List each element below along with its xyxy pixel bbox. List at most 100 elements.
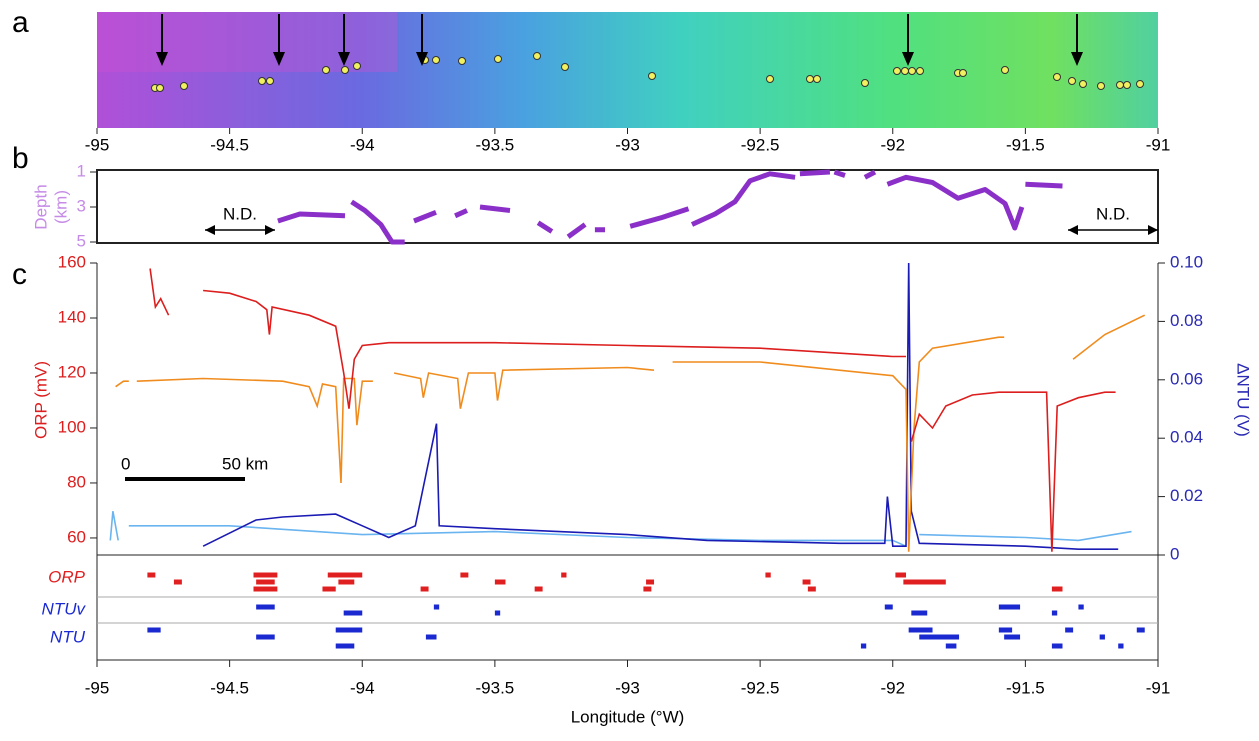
event-segment	[434, 605, 439, 610]
event-segment	[1065, 628, 1073, 633]
annotation: 0	[121, 454, 130, 473]
annotation: 50 km	[222, 454, 268, 473]
sample-site	[1117, 82, 1124, 89]
x-tick-label: -93	[615, 678, 640, 697]
sample-site	[902, 68, 909, 75]
x-tick-label: -94	[350, 678, 375, 697]
sample-site	[814, 76, 821, 83]
event-segment	[946, 644, 957, 649]
sample-site	[1124, 82, 1131, 89]
x-tick-label: -95	[85, 678, 110, 697]
sample-site	[181, 83, 188, 90]
event-segment	[421, 587, 429, 592]
event-segment	[895, 573, 906, 578]
event-segment	[909, 628, 933, 633]
sample-site	[267, 78, 274, 85]
sample-site	[1137, 81, 1144, 88]
x-tick-label: -93.5	[476, 678, 515, 697]
event-segment	[338, 580, 354, 585]
event-segment	[1118, 644, 1123, 649]
event-segment	[999, 628, 1012, 633]
y-tick-label: 100	[58, 417, 86, 436]
y-tick-label: 5	[77, 231, 86, 250]
event-segment	[765, 573, 770, 578]
event-segment	[495, 611, 500, 616]
y-tick-label: 80	[67, 472, 86, 491]
event-segment	[803, 580, 811, 585]
event-segment	[253, 587, 277, 592]
sample-site	[459, 58, 466, 65]
event-segment	[256, 635, 275, 640]
y2-tick-label: 0.04	[1170, 428, 1203, 447]
sample-site	[259, 78, 266, 85]
series-line	[203, 263, 1118, 549]
sample-site	[323, 67, 330, 74]
event-segment	[336, 644, 355, 649]
event-segment	[426, 635, 437, 640]
panel-label: b	[12, 142, 29, 175]
sample-site	[862, 80, 869, 87]
event-segment	[147, 628, 160, 633]
sample-site	[354, 63, 361, 70]
y-axis-label: ORP (mV)	[31, 361, 50, 439]
sample-site	[562, 64, 569, 71]
series-line	[116, 315, 1145, 552]
sample-site	[894, 68, 901, 75]
x-tick-label: -92	[880, 135, 905, 154]
event-segment	[999, 605, 1020, 610]
sample-site	[917, 68, 924, 75]
sample-site	[1069, 78, 1076, 85]
y2-tick-label: 0.10	[1170, 252, 1203, 271]
sample-site	[767, 76, 774, 83]
event-segment	[256, 580, 275, 585]
page: a b c -95-94.5-94-93.5-93-92.5-92-91.5-9…	[0, 0, 1259, 741]
event-segment	[561, 573, 566, 578]
y-tick-label: 120	[58, 362, 86, 381]
event-segment	[147, 573, 155, 578]
annotation: N.D.	[223, 204, 257, 223]
y-tick-label: 1	[77, 161, 86, 180]
depth-line	[278, 172, 1063, 242]
event-segment	[1137, 628, 1145, 633]
event-segment	[495, 580, 506, 585]
event-segment	[336, 628, 363, 633]
sample-site	[649, 73, 656, 80]
x-tick-label: -92.5	[741, 135, 780, 154]
row-label: ORP	[48, 567, 86, 586]
sample-site	[534, 53, 541, 60]
x-tick-label: -91	[1146, 678, 1171, 697]
y-tick-label: 60	[67, 527, 86, 546]
x-tick-label: -94	[350, 135, 375, 154]
event-segment	[1052, 611, 1057, 616]
sample-site	[1080, 81, 1087, 88]
sample-site	[960, 70, 967, 77]
sample-site	[1054, 74, 1061, 81]
event-segment	[1100, 635, 1105, 640]
event-segment	[253, 573, 277, 578]
event-segment	[460, 573, 468, 578]
y-tick-label: 160	[58, 252, 86, 271]
event-segment	[1052, 644, 1063, 649]
x-tick-label: -93	[615, 135, 640, 154]
event-segment	[1078, 605, 1083, 610]
sample-site	[807, 76, 814, 83]
y-axis-label: Depth	[31, 184, 50, 229]
event-segment	[322, 587, 335, 592]
event-segment	[646, 580, 654, 585]
y2-tick-label: 0.06	[1170, 369, 1203, 388]
y2-axis-label: ΔNTU (V)	[1234, 363, 1253, 437]
series-line	[110, 511, 1131, 546]
event-segment	[1052, 587, 1063, 592]
event-segment	[885, 605, 893, 610]
sample-site	[157, 85, 164, 92]
x-tick-label: -95	[85, 135, 110, 154]
x-tick-label: -94.5	[210, 135, 249, 154]
event-segment	[861, 644, 866, 649]
event-segment	[535, 587, 543, 592]
sample-site	[495, 56, 502, 63]
sample-site	[342, 67, 349, 74]
event-segment	[174, 580, 182, 585]
annotation: N.D.	[1096, 204, 1130, 223]
figure: a b c -95-94.5-94-93.5-93-92.5-92-91.5-9…	[0, 0, 1259, 736]
event-segment	[919, 635, 959, 640]
